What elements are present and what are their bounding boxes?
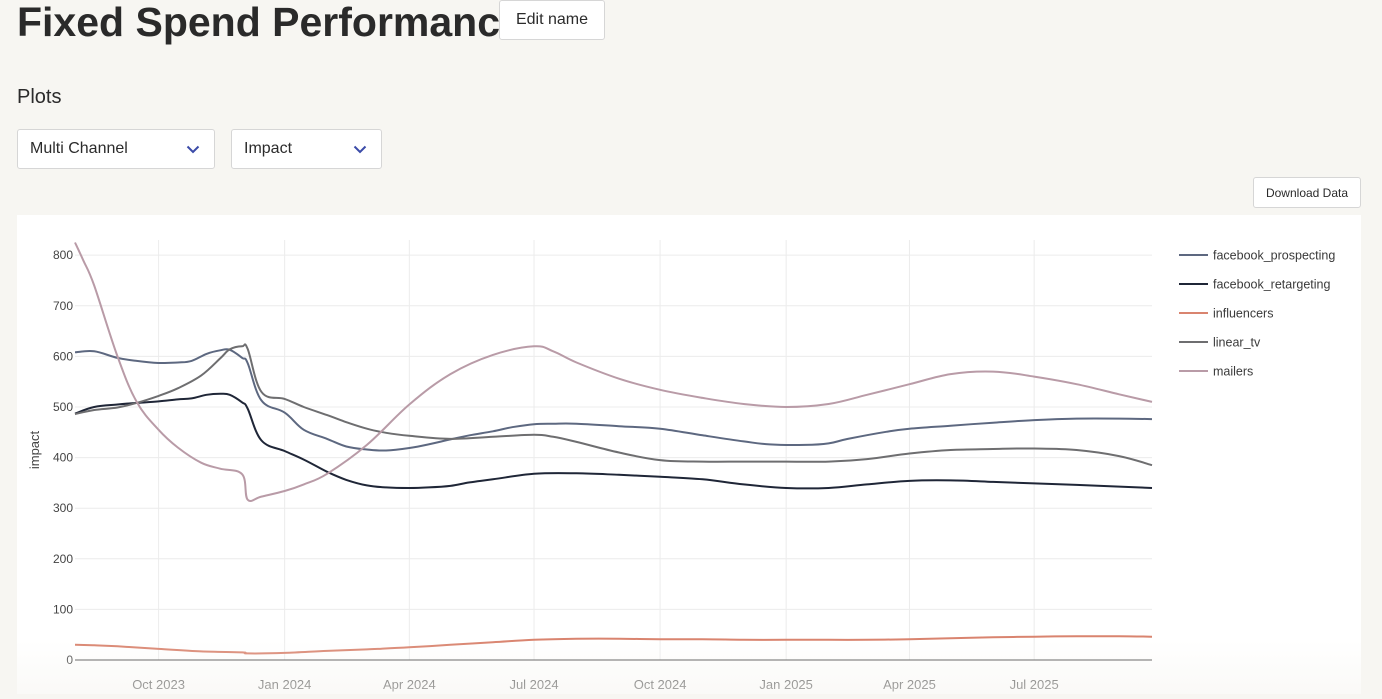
y-tick-label: 200: [53, 552, 73, 566]
series-line-linear-tv[interactable]: [74, 343, 1153, 467]
series-line-influencers[interactable]: [74, 635, 1153, 655]
y-tick-label: 700: [53, 299, 73, 313]
y-tick-label: 500: [53, 400, 73, 414]
legend-item-facebook-retargeting[interactable]: facebook_retargeting: [1179, 278, 1330, 292]
y-tick-label: 600: [53, 349, 73, 363]
chart-panel: 0 100 200 300 400 500 600 700 800 Oct 2023 Jan 202…: [17, 215, 1361, 694]
series-line-facebook-retargeting[interactable]: [74, 392, 1153, 490]
x-tick-label: Apr 2025: [883, 677, 936, 692]
y-tick-label: 100: [53, 602, 73, 616]
x-tick-label: Jan 2024: [258, 677, 312, 692]
plot-type-select[interactable]: Multi Channel: [17, 129, 215, 169]
x-tick-label: Oct 2024: [634, 677, 687, 692]
chevron-down-icon: [186, 145, 200, 154]
legend-label: linear_tv: [1213, 336, 1261, 350]
legend-item-facebook-prospecting[interactable]: facebook_prospecting: [1179, 249, 1335, 263]
legend-label: facebook_retargeting: [1213, 278, 1330, 292]
x-tick-label: Apr 2024: [383, 677, 436, 692]
metric-select[interactable]: Impact: [231, 129, 382, 169]
plots-section-label: Plots: [17, 86, 62, 108]
legend-label: mailers: [1213, 365, 1253, 379]
metric-select-value: Impact: [244, 140, 293, 157]
y-tick-label: 300: [53, 501, 73, 515]
y-tick-label: 400: [53, 451, 73, 465]
legend-label: influencers: [1213, 307, 1273, 321]
download-data-button[interactable]: Download Data: [1253, 177, 1361, 208]
y-tick-label: 800: [53, 248, 73, 262]
impact-line-chart[interactable]: 0 100 200 300 400 500 600 700 800 Oct 2023 Jan 202…: [17, 215, 1361, 694]
y-axis-label: impact: [27, 430, 42, 469]
edit-name-button[interactable]: Edit name: [499, 0, 605, 40]
x-tick-label: Oct 2023: [132, 677, 185, 692]
x-tick-label: Jan 2025: [759, 677, 813, 692]
series-line-facebook-prospecting[interactable]: [74, 348, 1153, 452]
y-tick-label: 0: [66, 653, 73, 667]
page-title: Fixed Spend Performance: [17, 0, 523, 45]
legend-item-mailers[interactable]: mailers: [1179, 365, 1253, 379]
chevron-down-icon: [353, 145, 367, 154]
series-line-mailers[interactable]: [74, 242, 1153, 503]
legend-item-influencers[interactable]: influencers: [1179, 307, 1273, 321]
x-tick-label: Jul 2024: [509, 677, 558, 692]
plot-type-select-value: Multi Channel: [30, 140, 128, 157]
legend-item-linear-tv[interactable]: linear_tv: [1179, 336, 1261, 350]
legend-label: facebook_prospecting: [1213, 249, 1335, 263]
x-tick-label: Jul 2025: [1010, 677, 1059, 692]
